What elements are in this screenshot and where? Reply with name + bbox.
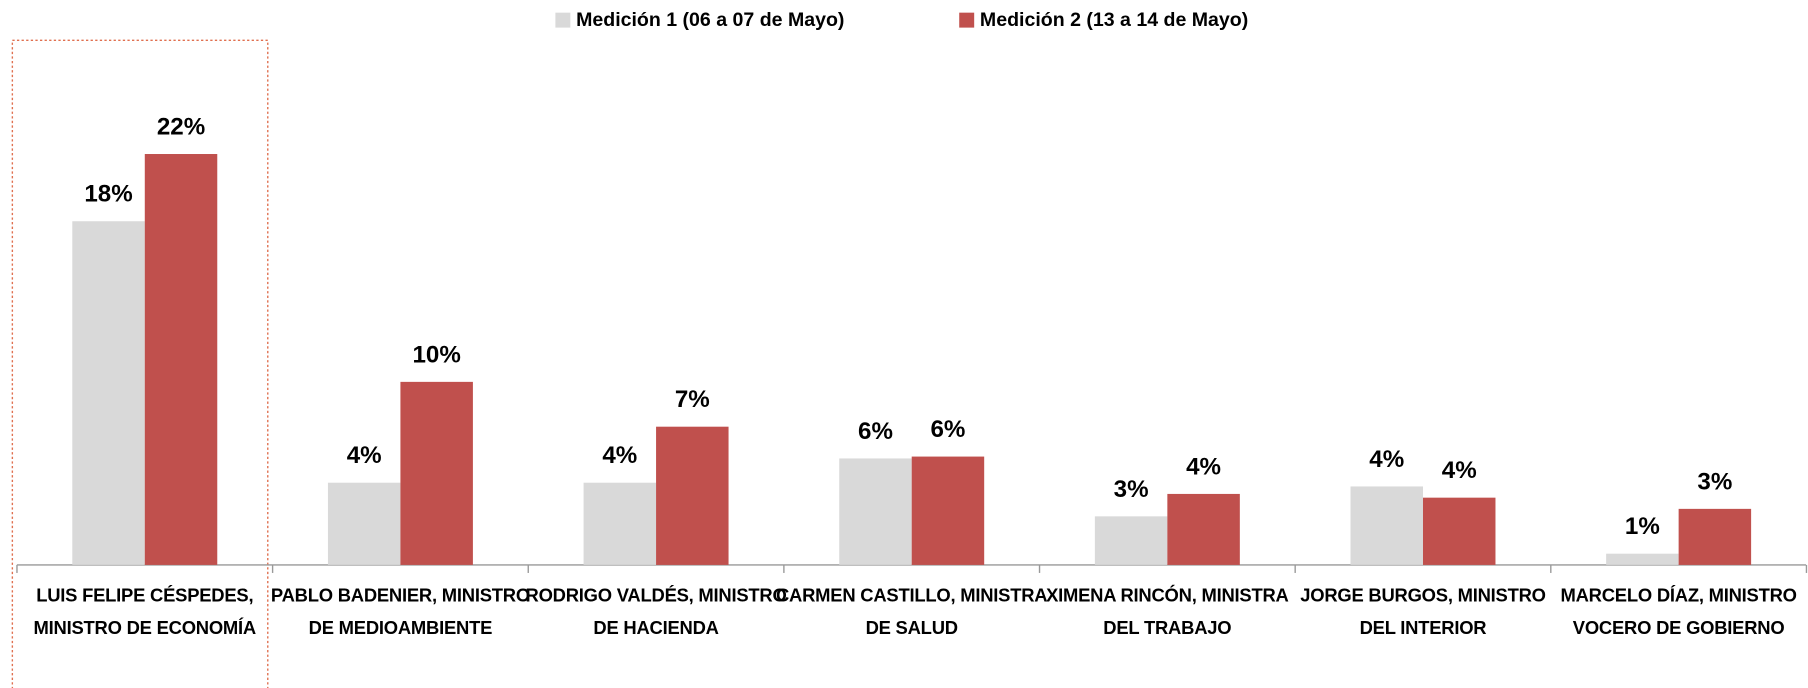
value-label: 22%	[157, 113, 205, 140]
bar	[1094, 516, 1168, 565]
category-label-box: LUIS FELIPE CÉSPEDES, MINISTRO DE ECONOM…	[33, 586, 257, 639]
x-tick-label: XIMENA RINCÓN, MINISTRA DEL TRABAJO	[1046, 586, 1289, 639]
x-tick-label: JORGE BURGOS, MINISTRO DEL INTERIOR	[1300, 586, 1546, 639]
bar	[327, 482, 401, 565]
x-tick-label: MARCELO DÍAZ, MINISTRO VOCERO DE GOBIERN…	[1560, 586, 1797, 639]
bar	[1422, 497, 1496, 565]
value-label: 4%	[347, 442, 382, 469]
category-label-box: XIMENA RINCÓN, MINISTRA DEL TRABAJO	[1046, 586, 1289, 639]
x-tick-label: LUIS FELIPE CÉSPEDES, MINISTRO DE ECONOM…	[33, 586, 257, 639]
bar	[144, 154, 218, 565]
category-label-box: MARCELO DÍAZ, MINISTRO VOCERO DE GOBIERN…	[1560, 586, 1797, 639]
bar	[911, 456, 985, 565]
value-label: 1%	[1625, 513, 1660, 540]
value-label: 3%	[1697, 468, 1732, 495]
value-label: 6%	[930, 416, 965, 443]
bar	[1678, 508, 1752, 565]
bar	[583, 482, 657, 565]
bar	[839, 458, 912, 565]
category-label-box: RODRIGO VALDÉS, MINISTRO DE HACIENDA	[525, 586, 787, 639]
value-label: 7%	[675, 386, 710, 413]
value-label: 4%	[1369, 446, 1404, 473]
bar	[72, 221, 145, 565]
bar	[656, 426, 729, 565]
legend-label: Medición 2 (13 a 14 de Mayo)	[980, 9, 1248, 31]
value-label: 10%	[412, 341, 460, 368]
bar	[1167, 493, 1240, 565]
value-label: 6%	[858, 418, 893, 445]
x-tick-label: PABLO BADENIER, MINISTRO DE MEDIOAMBIENT…	[270, 586, 530, 639]
legend-swatch	[555, 12, 571, 28]
value-label: 4%	[602, 442, 637, 469]
value-label: 4%	[1186, 453, 1221, 480]
x-tick-label: RODRIGO VALDÉS, MINISTRO DE HACIENDA	[525, 586, 787, 639]
bar	[400, 381, 473, 565]
legend-swatch	[959, 12, 975, 28]
legend-label: Medición 1 (06 a 07 de Mayo)	[576, 9, 844, 31]
value-label: 4%	[1442, 457, 1477, 484]
category-label-box: PABLO BADENIER, MINISTRO DE MEDIOAMBIENT…	[270, 586, 530, 639]
value-label: 3%	[1114, 476, 1149, 503]
category-label-box: CARMEN CASTILLO, MINISTRA DE SALUD	[775, 586, 1048, 639]
category-label-box: JORGE BURGOS, MINISTRO DEL INTERIOR	[1300, 586, 1546, 639]
x-tick-label: CARMEN CASTILLO, MINISTRA DE SALUD	[775, 586, 1048, 639]
value-label: 18%	[84, 181, 132, 208]
bar	[1606, 553, 1679, 565]
bar	[1350, 486, 1423, 565]
